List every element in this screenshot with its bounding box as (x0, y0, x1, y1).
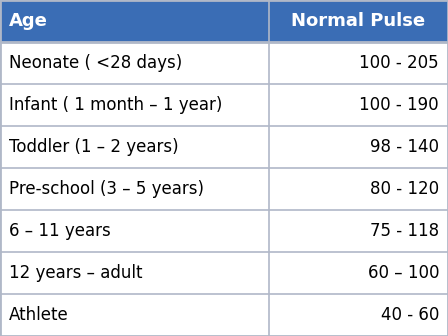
Text: 60 – 100: 60 – 100 (367, 264, 439, 282)
Text: 12 years – adult: 12 years – adult (9, 264, 142, 282)
Text: Neonate ( <28 days): Neonate ( <28 days) (9, 54, 182, 72)
Text: Age: Age (9, 12, 48, 30)
Bar (0, 294, 448, 336)
Bar (0, 84, 448, 126)
Bar (0, 126, 448, 168)
Text: 100 - 190: 100 - 190 (359, 96, 439, 114)
Text: 40 - 60: 40 - 60 (381, 306, 439, 324)
Bar (0, 0, 448, 42)
Bar (0, 168, 448, 210)
Text: Toddler (1 – 2 years): Toddler (1 – 2 years) (9, 138, 179, 156)
Text: Normal Pulse: Normal Pulse (291, 12, 426, 30)
Bar (0, 42, 448, 84)
Text: 98 - 140: 98 - 140 (370, 138, 439, 156)
Text: 80 - 120: 80 - 120 (370, 180, 439, 198)
Text: 100 - 205: 100 - 205 (359, 54, 439, 72)
Bar (0, 252, 448, 294)
Bar (0, 210, 448, 252)
Text: Pre-school (3 – 5 years): Pre-school (3 – 5 years) (9, 180, 204, 198)
Text: 75 - 118: 75 - 118 (370, 222, 439, 240)
Text: Athlete: Athlete (9, 306, 69, 324)
Text: 6 – 11 years: 6 – 11 years (9, 222, 111, 240)
Text: Infant ( 1 month – 1 year): Infant ( 1 month – 1 year) (9, 96, 222, 114)
